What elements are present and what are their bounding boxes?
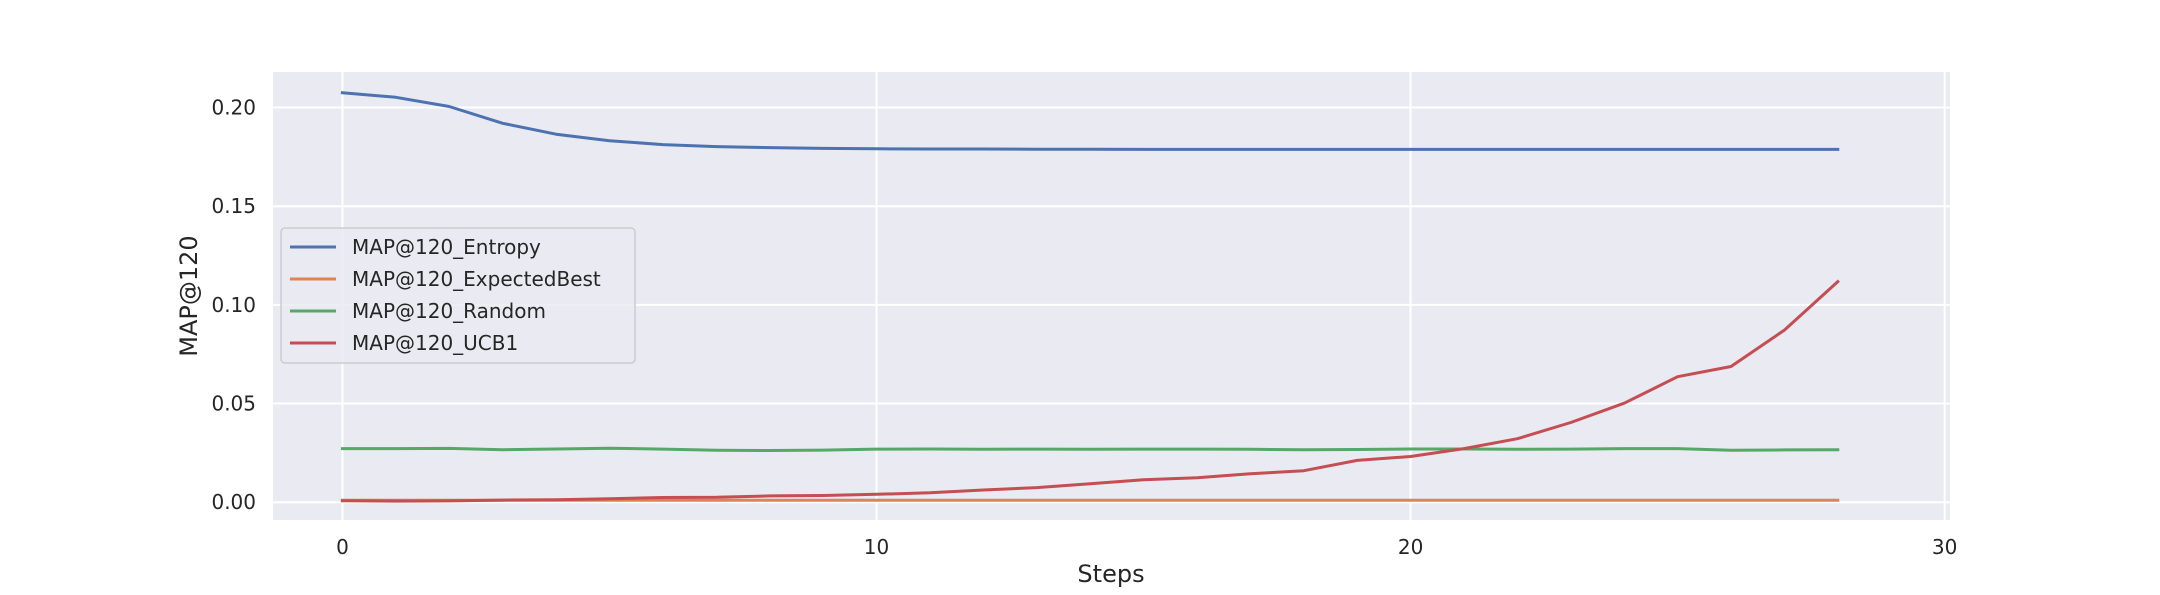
y-axis: 0.00 0.05 0.10 0.15 0.20: [211, 96, 256, 515]
series-line-map-120-random: [340, 446, 1840, 452]
x-tick-label: 10: [864, 535, 889, 559]
legend-label: MAP@120_Entropy: [352, 235, 541, 259]
legend-label: MAP@120_Random: [352, 299, 546, 323]
legend-label: MAP@120_ExpectedBest: [352, 267, 601, 291]
x-axis-title: Steps: [1077, 560, 1144, 588]
grid-lines: [273, 72, 1950, 520]
x-tick-label: 30: [1932, 535, 1957, 559]
x-tick-label: 20: [1398, 535, 1423, 559]
legend-label: MAP@120_UCB1: [352, 331, 518, 355]
series-line-map-120-ucb1: [340, 279, 1840, 503]
legend-box: [280, 227, 636, 364]
legend: MAP@120_Entropy MAP@120_ExpectedBest MAP@1…: [280, 227, 636, 364]
y-tick-label: 0.10: [211, 293, 256, 317]
series-line-map-120-entropy: [340, 91, 1840, 151]
x-axis: 0 10 20 30: [336, 535, 1957, 559]
x-tick-label: 0: [336, 535, 349, 559]
series-layer: [340, 91, 1840, 503]
y-tick-label: 0.20: [211, 96, 256, 120]
y-axis-title: MAP@120: [175, 235, 203, 356]
y-tick-label: 0.15: [211, 194, 256, 218]
y-tick-label: 0.00: [211, 490, 256, 514]
y-tick-label: 0.05: [211, 392, 256, 416]
